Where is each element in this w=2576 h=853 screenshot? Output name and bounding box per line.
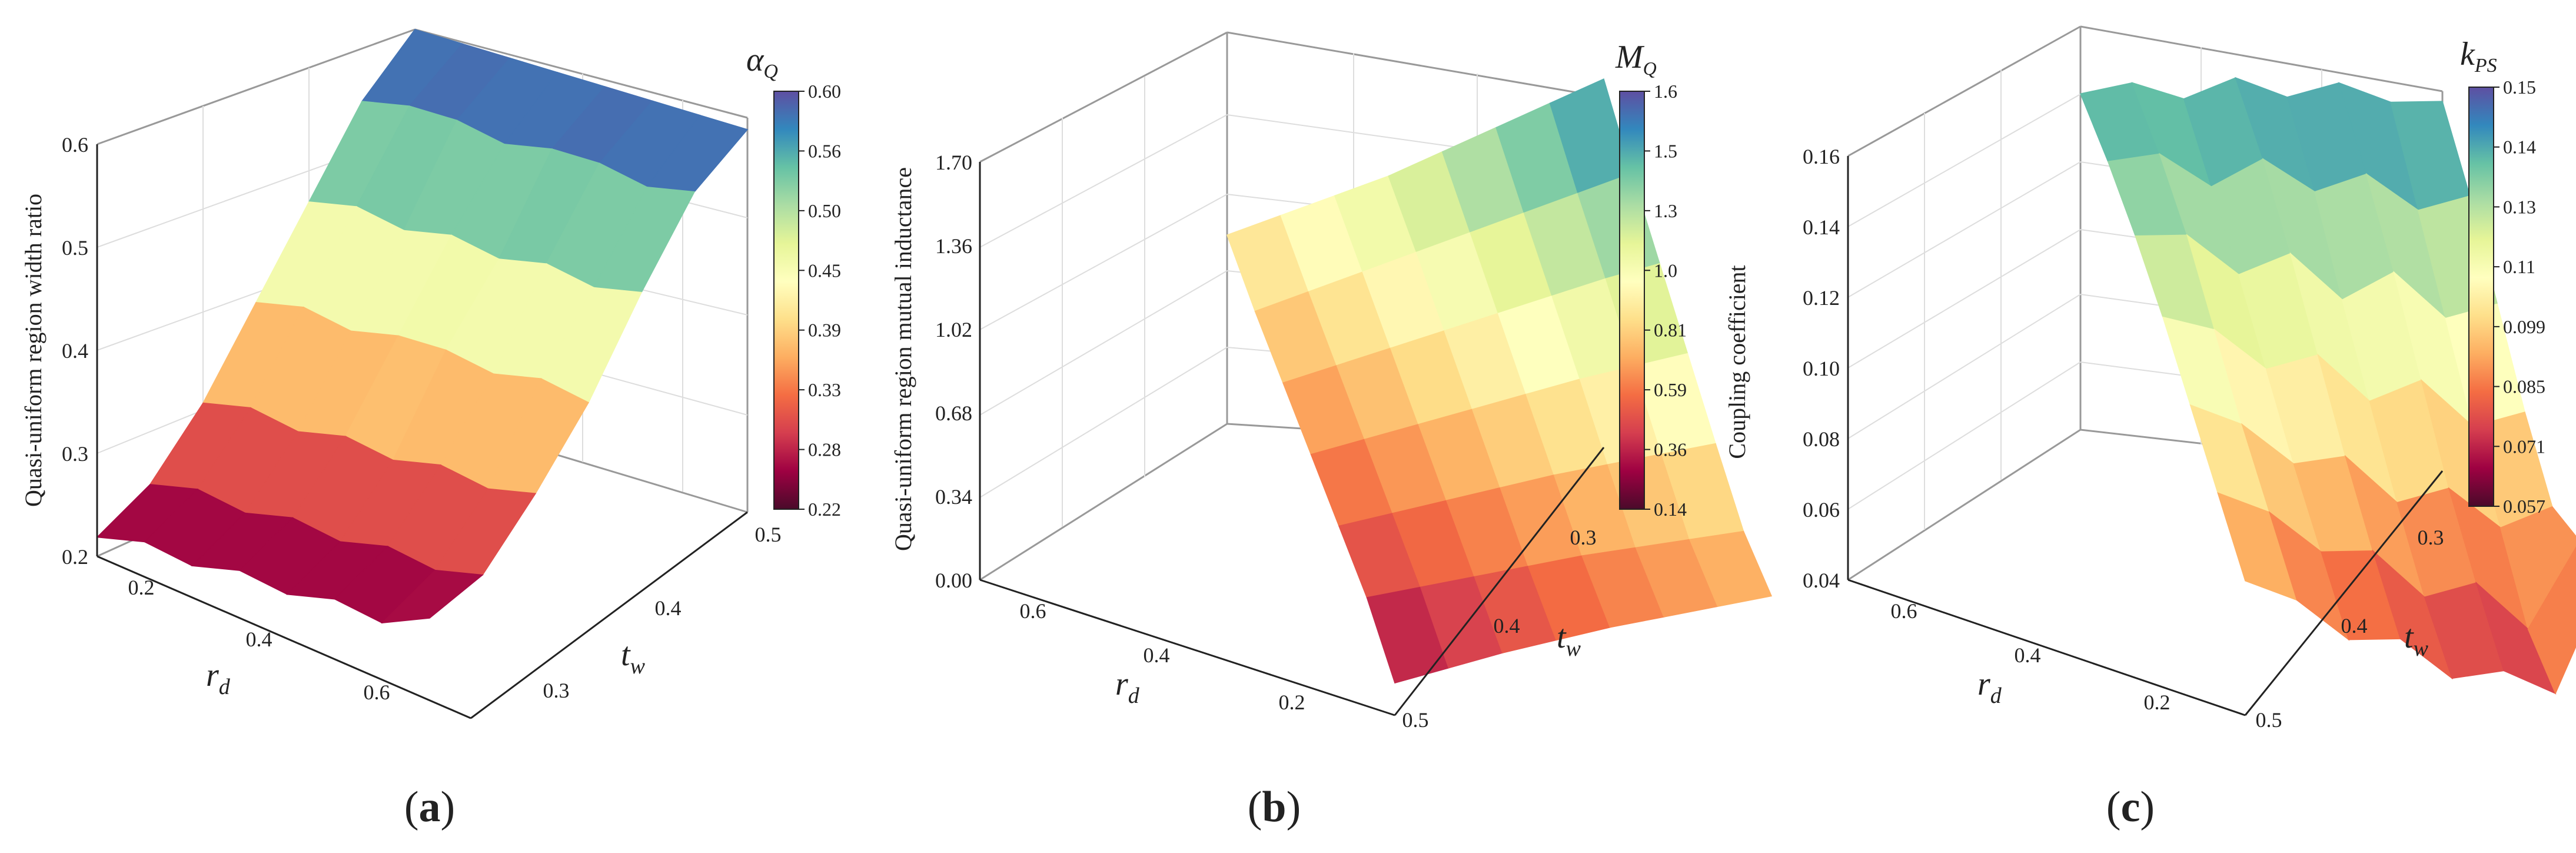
panel-c-ytick: 0.4 (2341, 614, 2368, 638)
colorbar-tick-label: 1.5 (1654, 140, 1677, 161)
panel-b: 1.70 1.36 1.02 0.68 0.34 0.00 Quasi-unif… (890, 31, 1773, 831)
colorbar-tick-label: 0.15 (2503, 77, 2536, 98)
panel-c-ytick: 0.3 (2418, 526, 2444, 549)
colorbar-tick-label: 0.50 (808, 200, 841, 221)
colorbar-tick-label: 0.085 (2503, 376, 2545, 397)
panel-a-colorbar-ticks: 0.60 0.56 0.50 0.45 0.39 0.33 0.28 0.22 (799, 81, 841, 520)
colorbar-tick-label: 1.6 (1654, 81, 1677, 102)
panel-b-ztick: 1.02 (935, 318, 972, 341)
surface-patch (2527, 546, 2576, 695)
panel-b-ztick: 0.00 (935, 569, 972, 592)
panel-a-ytick: 0.3 (543, 679, 570, 702)
panel-b-caption: (b) (1248, 783, 1301, 831)
colorbar-tick-label: 1.0 (1654, 260, 1677, 281)
panel-b-ztick: 0.34 (935, 485, 972, 509)
panel-b-surface (1226, 78, 1773, 684)
panel-c-ztick: 0.12 (1803, 286, 1840, 310)
panel-a-axes (96, 144, 748, 719)
panel-c-xtick: 0.6 (1891, 599, 1917, 623)
panel-a-colorbar (773, 91, 799, 510)
panel-c: 0.16 0.14 0.12 0.10 0.08 0.06 0.04 Coupl… (1724, 25, 2576, 831)
panel-c-xtick: 0.4 (2015, 643, 2041, 667)
panel-b-ylabel: tw (1557, 619, 1581, 661)
panel-c-surface (2079, 77, 2576, 695)
panel-c-xlabel: rd (1977, 666, 2002, 708)
panel-b-axes (979, 162, 1605, 716)
panel-c-ztick: 0.04 (1803, 569, 1840, 592)
colorbar-tick-label: 0.39 (808, 320, 841, 341)
panel-a-colorbar-title: αQ (746, 42, 778, 82)
panel-c-xtick: 0.2 (2144, 691, 2171, 714)
panel-b-xlabel: rd (1115, 666, 1140, 708)
colorbar-tick-label: 1.3 (1654, 200, 1677, 221)
surface-patch (381, 569, 484, 624)
panel-a-ztick: 0.6 (62, 133, 88, 157)
panel-b-ztick: 1.36 (935, 234, 972, 258)
panel-c-colorbar-ticks: 0.15 0.14 0.13 0.11 0.099 0.085 0.071 0.057 (2494, 77, 2545, 517)
colorbar-tick-label: 0.81 (1654, 320, 1687, 341)
panel-b-ytick: 0.5 (1402, 708, 1429, 732)
panel-c-ztick: 0.14 (1803, 215, 1840, 239)
colorbar-tick-label: 0.56 (808, 140, 841, 161)
colorbar-tick-label: 0.057 (2503, 496, 2545, 517)
panel-a-ztick: 0.3 (62, 442, 88, 466)
colorbar-tick-label: 0.36 (1654, 439, 1687, 460)
panel-c-ztick: 0.08 (1803, 427, 1840, 451)
colorbar-tick-label: 0.45 (808, 260, 841, 281)
panel-a-zlabel: Quasi-uniform region width ratio (20, 194, 46, 507)
colorbar-tick-label: 0.13 (2503, 196, 2536, 217)
colorbar-tick-label: 0.14 (2503, 137, 2536, 158)
panel-c-ytick: 0.5 (2256, 708, 2282, 732)
colorbar-tick-label: 0.33 (808, 379, 841, 400)
panel-a-xlabel: rd (206, 657, 231, 699)
panel-b-xtick: 0.2 (1279, 691, 1305, 714)
panel-a-ztick: 0.5 (62, 236, 88, 260)
colorbar-tick-label: 0.099 (2503, 316, 2545, 337)
panel-a: 0.6 0.5 0.4 0.3 0.2 Quasi-uniform region… (20, 28, 841, 831)
panel-a-ytick: 0.5 (755, 523, 782, 546)
panel-b-colorbar (1619, 91, 1645, 510)
panel-a-ztick: 0.2 (62, 545, 88, 569)
colorbar-tick-label: 0.59 (1654, 379, 1687, 400)
panel-c-ylabel: tw (2404, 619, 2429, 661)
colorbar-tick-label: 0.28 (808, 439, 841, 460)
panel-b-zlabel: Quasi-uniform region mutual inductance (890, 167, 916, 551)
panel-c-caption: (c) (2106, 783, 2155, 831)
panel-b-ztick: 1.70 (935, 151, 972, 174)
colorbar-tick-label: 0.14 (1654, 499, 1687, 520)
panel-a-ytick: 0.4 (655, 596, 682, 620)
panel-c-axes (1847, 156, 2444, 716)
panel-b-colorbar-ticks: 1.6 1.5 1.3 1.0 0.81 0.59 0.36 0.14 (1644, 81, 1687, 520)
colorbar-tick-label: 0.60 (808, 81, 841, 102)
panel-b-colorbar-title: MQ (1615, 39, 1657, 79)
panel-c-zlabel: Coupling coefficient (1724, 265, 1750, 459)
panel-a-xtick: 0.6 (364, 681, 390, 704)
panel-a-ztick: 0.4 (62, 339, 88, 363)
panel-b-ztick: 0.68 (935, 401, 972, 425)
panel-c-ztick: 0.10 (1803, 357, 1840, 380)
panel-b-ytick: 0.3 (1570, 526, 1597, 549)
surface-patch (1689, 530, 1773, 608)
panel-c-ztick: 0.06 (1803, 498, 1840, 522)
panel-b-ytick: 0.4 (1494, 614, 1520, 638)
colorbar-tick-label: 0.11 (2503, 256, 2535, 277)
panel-a-xtick: 0.2 (128, 576, 155, 599)
panel-c-colorbar-title: kPS (2460, 36, 2497, 77)
colorbar-tick-label: 0.22 (808, 499, 841, 520)
panel-b-xtick: 0.6 (1020, 599, 1046, 623)
panel-c-ztick: 0.16 (1803, 145, 1840, 168)
panel-a-caption: (a) (404, 783, 455, 831)
panel-a-xtick: 0.4 (246, 628, 272, 651)
panel-b-xtick: 0.4 (1144, 643, 1170, 667)
surface-patch (2499, 506, 2576, 630)
colorbar-tick-label: 0.071 (2503, 436, 2545, 457)
panel-a-surface (96, 29, 749, 624)
panel-c-colorbar (2468, 87, 2494, 507)
panel-a-ylabel: tw (621, 636, 646, 679)
